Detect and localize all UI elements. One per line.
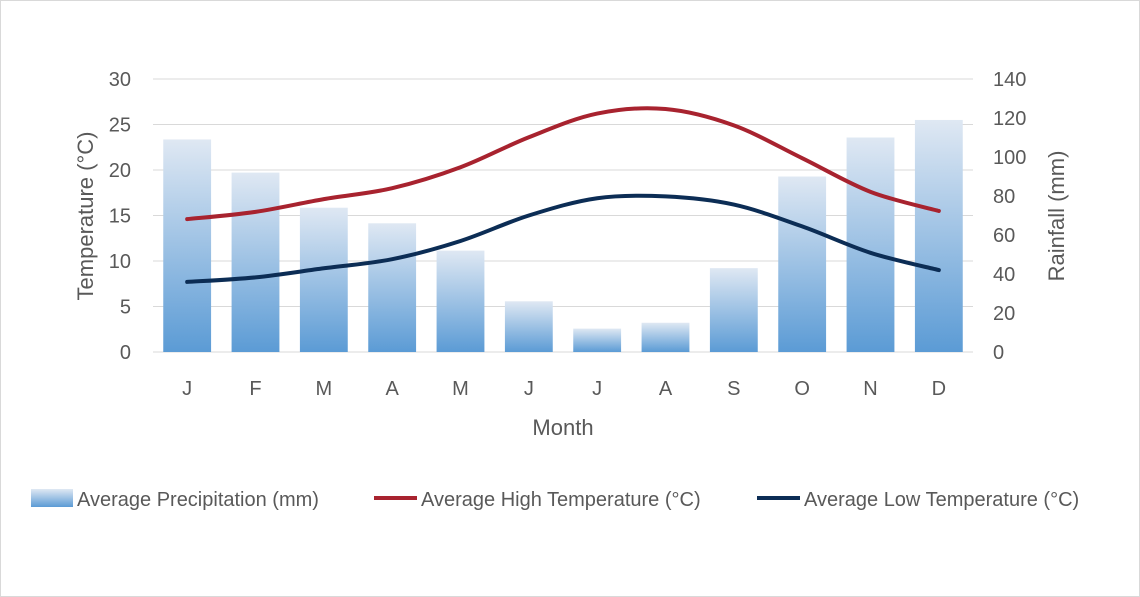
x-tick-label: A	[385, 378, 399, 400]
legend-label-high-temp: Average High Temperature (°C)	[421, 489, 701, 511]
x-tick-label: S	[727, 378, 740, 400]
y-right-tick-label: 80	[993, 186, 1015, 208]
legend-label-low-temp: Average Low Temperature (°C)	[804, 489, 1079, 511]
y-left-tick-label: 0	[120, 342, 131, 364]
y-right-tick-label: 140	[993, 69, 1026, 91]
y-right-tick-label: 40	[993, 264, 1015, 286]
x-tick-label: M	[315, 378, 332, 400]
precipitation-bar-6	[504, 301, 553, 352]
y-right-tick-label: 0	[993, 342, 1004, 364]
precipitation-bar-2	[231, 172, 280, 352]
x-axis-title: Month	[532, 415, 593, 440]
y-axis-right-title: Rainfall (mm)	[1044, 151, 1069, 282]
low-temperature-line	[185, 193, 941, 284]
y-axis-left-title: Temperature (°C)	[73, 132, 98, 301]
legend-label-precipitation: Average Precipitation (mm)	[77, 489, 319, 511]
x-tick-label: M	[452, 378, 469, 400]
precipitation-bar-11	[846, 137, 895, 352]
legend-swatch-precipitation	[31, 489, 73, 507]
x-tick-label: D	[932, 378, 946, 400]
x-tick-label: F	[249, 378, 261, 400]
precipitation-bar-9	[709, 268, 758, 352]
y-left-tick-label: 10	[109, 251, 131, 273]
x-tick-label: J	[524, 378, 534, 400]
precipitation-bars	[163, 119, 963, 352]
precipitation-bar-8	[641, 322, 690, 352]
x-tick-label: O	[794, 378, 810, 400]
high-temperature-line	[185, 106, 941, 222]
precipitation-bar-7	[573, 328, 622, 352]
x-tick-label: A	[659, 378, 673, 400]
y-right-tick-label: 60	[993, 225, 1015, 247]
precipitation-bar-1	[163, 139, 212, 352]
precipitation-bar-10	[778, 176, 827, 352]
precipitation-bar-4	[368, 223, 417, 352]
y-left-tick-label: 15	[109, 206, 131, 228]
y-right-tick-label: 20	[993, 303, 1015, 325]
x-tick-label: N	[863, 378, 877, 400]
y-left-tick-label: 30	[109, 69, 131, 91]
y-left-tick-label: 25	[109, 115, 131, 137]
temperature-lines	[185, 106, 941, 284]
y-left-tick-label: 5	[120, 297, 131, 319]
precipitation-bar-5	[436, 250, 485, 352]
precipitation-bar-12	[914, 119, 963, 352]
y-right-tick-label: 120	[993, 108, 1026, 130]
axes: 0 5 10 15 20 25 30 0 20 40 60 80 100 120 140 J F M A M J J A S O…	[109, 69, 1027, 400]
x-tick-label: J	[592, 378, 602, 400]
precipitation-bar-3	[299, 207, 348, 352]
y-right-tick-label: 100	[993, 147, 1026, 169]
y-left-tick-label: 20	[109, 160, 131, 182]
x-tick-label: J	[182, 378, 192, 400]
legend: Average Precipitation (mm) Average High …	[31, 489, 1079, 511]
